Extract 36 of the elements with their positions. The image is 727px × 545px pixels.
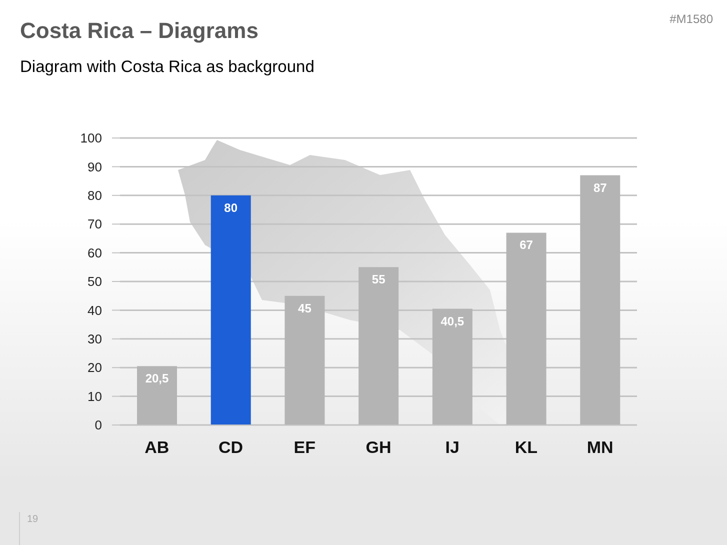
y-tick-label: 20 (88, 360, 102, 376)
bar (580, 175, 620, 425)
y-tick-label: 10 (88, 388, 102, 404)
bar (432, 308, 472, 425)
chart-title: Costa Rica – Diagrams (20, 18, 258, 44)
chart-subtitle: Diagram with Costa Rica as background (20, 58, 314, 77)
bar (358, 267, 399, 425)
y-tick-label: 100 (80, 130, 102, 146)
y-tick-label: 30 (88, 332, 102, 347)
data-label: 40,5 (440, 314, 464, 328)
text: 19 (27, 514, 38, 525)
x-tick-label: KL (514, 438, 538, 458)
y-tick-label: 40 (88, 302, 102, 318)
y-tick-label: 70 (88, 216, 102, 232)
bar (210, 195, 251, 425)
bar (506, 232, 546, 425)
data-label: 20,5 (145, 372, 169, 386)
y-tick-label: 80 (88, 188, 102, 204)
y-tick-label: 50 (88, 274, 102, 290)
x-tick-label: MN (586, 438, 614, 458)
x-tick-label: CD (218, 438, 244, 458)
x-tick-label: IJ (445, 438, 460, 458)
data-label: 45 (298, 301, 312, 316)
data-label: 87 (593, 180, 608, 195)
x-tick-label: EF (294, 438, 316, 458)
data-label: 67 (520, 238, 534, 252)
y-tick-label: 0 (94, 418, 102, 433)
x-tick-label: AB (144, 438, 170, 458)
text: #M1580 (670, 12, 713, 26)
y-tick-label: 60 (88, 245, 102, 260)
x-tick-label: GH (366, 438, 392, 458)
data-label: 55 (372, 272, 386, 287)
data-label: 80 (224, 200, 238, 215)
y-tick-label: 90 (88, 159, 102, 174)
bar (137, 366, 177, 425)
bar (284, 296, 325, 425)
